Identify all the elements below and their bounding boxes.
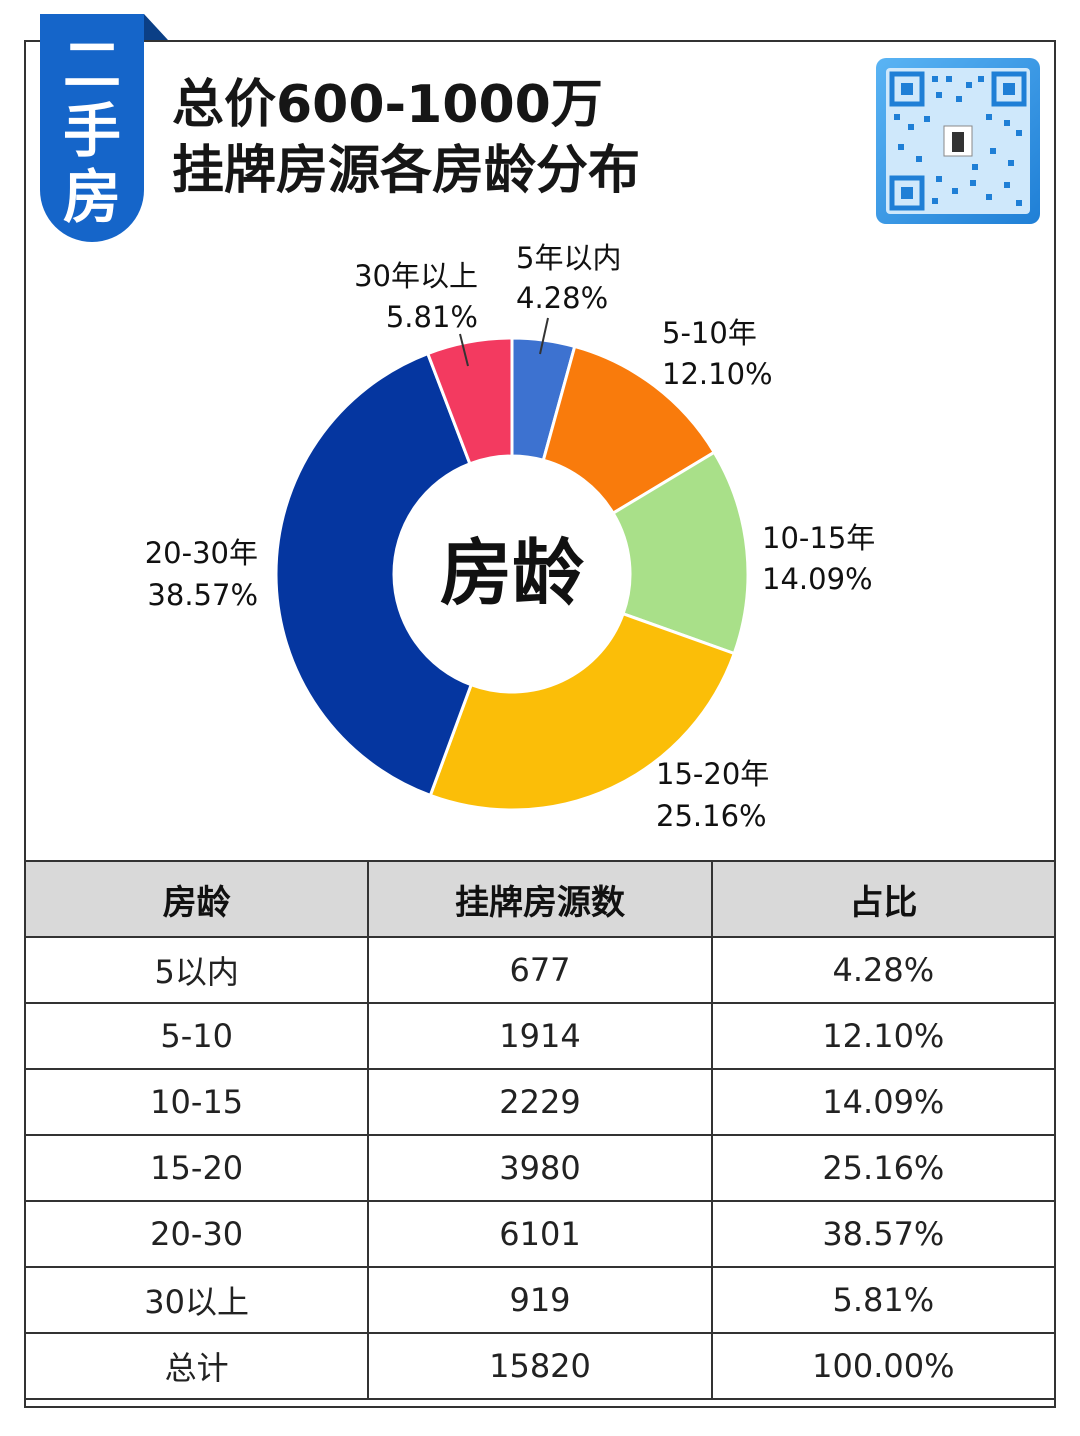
cell-age: 总计 bbox=[23, 1332, 370, 1400]
title-line-1: 总价600-1000万 bbox=[172, 75, 603, 135]
slice-label-0: 5年以内 bbox=[516, 241, 621, 275]
cell-age: 15-20 bbox=[23, 1134, 370, 1202]
slice-label-4: 20-30年 bbox=[145, 536, 258, 570]
page-title: 总价600-1000万 挂牌房源各房龄分布 bbox=[172, 72, 640, 204]
table-row: 10-15 2229 14.09% bbox=[23, 1068, 1057, 1136]
cell-age: 20-30 bbox=[23, 1200, 370, 1268]
center-label: 房龄 bbox=[440, 531, 584, 615]
cell-count: 1914 bbox=[367, 1002, 713, 1070]
badge-fold bbox=[144, 14, 168, 40]
donut-slice-3 bbox=[428, 611, 737, 812]
cell-count: 15820 bbox=[367, 1332, 713, 1400]
donut-slice-5 bbox=[425, 336, 514, 466]
leader-line-0 bbox=[539, 317, 549, 355]
table-row: 5以内 677 4.28% bbox=[23, 936, 1057, 1004]
leader-line-5 bbox=[459, 333, 469, 367]
cell-age: 5以内 bbox=[23, 936, 370, 1004]
cell-share: 100.00% bbox=[710, 1332, 1057, 1400]
header-share: 占比 bbox=[710, 860, 1057, 938]
cell-age: 10-15 bbox=[23, 1068, 370, 1136]
table-row: 15-20 3980 25.16% bbox=[23, 1134, 1057, 1202]
badge-text: 二手房 bbox=[62, 31, 121, 231]
leader-lines bbox=[459, 317, 549, 367]
slice-label-2: 10-15年 bbox=[762, 521, 875, 555]
cell-share: 25.16% bbox=[710, 1134, 1057, 1202]
data-table: 房龄 挂牌房源数 占比 5以内 677 4.28% 5-10 1914 12.1… bbox=[23, 860, 1057, 1400]
slice-label-1: 5-10年 bbox=[662, 316, 757, 350]
donut-slice-2 bbox=[611, 450, 750, 656]
cell-count: 677 bbox=[367, 936, 713, 1004]
slice-value-4: 38.57% bbox=[147, 578, 258, 612]
category-badge: 二手房 bbox=[40, 14, 144, 242]
cell-share: 5.81% bbox=[710, 1266, 1057, 1334]
donut-chart: 房龄 5年以内 4.28% 5-10年 12.10% 10-15年 14.09%… bbox=[145, 241, 876, 833]
donut-slice-4 bbox=[274, 351, 474, 798]
slice-label-3: 15-20年 bbox=[656, 757, 769, 791]
cell-count: 2229 bbox=[367, 1068, 713, 1136]
cell-count: 6101 bbox=[367, 1200, 713, 1268]
cell-share: 12.10% bbox=[710, 1002, 1057, 1070]
donut-slices bbox=[274, 336, 750, 812]
slice-value-0: 4.28% bbox=[516, 281, 608, 315]
cell-count: 919 bbox=[367, 1266, 713, 1334]
slice-value-5: 5.81% bbox=[386, 300, 478, 334]
cell-share: 4.28% bbox=[710, 936, 1057, 1004]
slice-label-5: 30年以上 bbox=[354, 259, 478, 293]
table-row: 5-10 1914 12.10% bbox=[23, 1002, 1057, 1070]
header-age: 房龄 bbox=[23, 860, 370, 938]
qr-code-pattern bbox=[886, 68, 1030, 214]
table-row: 20-30 6101 38.57% bbox=[23, 1200, 1057, 1268]
table-row-total: 总计 15820 100.00% bbox=[23, 1332, 1057, 1400]
slice-value-2: 14.09% bbox=[762, 562, 873, 596]
cell-share: 14.09% bbox=[710, 1068, 1057, 1136]
cell-age: 5-10 bbox=[23, 1002, 370, 1070]
table-header-row: 房龄 挂牌房源数 占比 bbox=[23, 860, 1057, 938]
header-count: 挂牌房源数 bbox=[367, 860, 713, 938]
qr-code-icon bbox=[876, 58, 1040, 224]
table-row: 30以上 919 5.81% bbox=[23, 1266, 1057, 1334]
qr-code-graphic bbox=[889, 71, 1027, 211]
title-line-2: 挂牌房源各房龄分布 bbox=[172, 141, 641, 201]
cell-share: 38.57% bbox=[710, 1200, 1057, 1268]
slice-value-3: 25.16% bbox=[656, 799, 767, 833]
cell-age: 30以上 bbox=[23, 1266, 370, 1334]
cell-count: 3980 bbox=[367, 1134, 713, 1202]
donut-slice-1 bbox=[541, 344, 717, 516]
slice-value-1: 12.10% bbox=[662, 357, 773, 391]
